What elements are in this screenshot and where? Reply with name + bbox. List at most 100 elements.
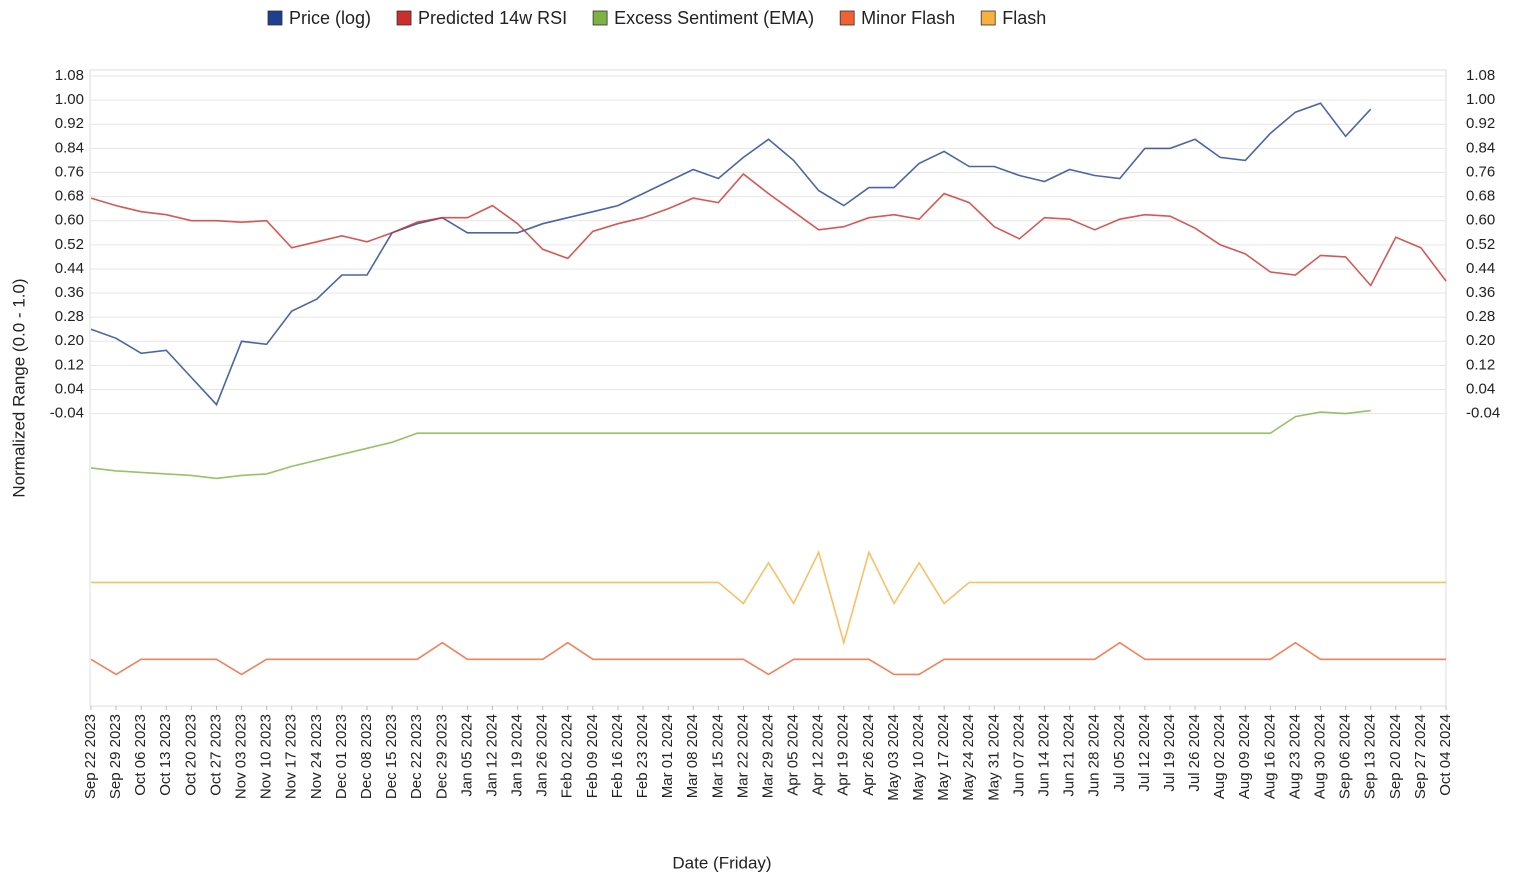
- legend-swatch: [396, 10, 412, 26]
- y2-tick-label: 0.36: [1466, 284, 1495, 301]
- x-tick-label: Jan 12 2024: [483, 714, 500, 797]
- x-tick-label: Jan 05 2024: [458, 714, 475, 797]
- y2-tick-label: 0.28: [1466, 308, 1495, 325]
- y2-tick-label: 1.00: [1466, 91, 1495, 108]
- legend-label: Minor Flash: [861, 8, 955, 28]
- x-tick-label: Jan 19 2024: [509, 714, 526, 797]
- x-tick-label: Jul 05 2024: [1111, 714, 1128, 792]
- y2-tick-label: 0.84: [1466, 139, 1495, 156]
- y-tick-label: 0.76: [55, 163, 84, 180]
- y-tick-label: 0.12: [55, 356, 84, 373]
- x-tick-label: Aug 30 2024: [1312, 714, 1329, 799]
- x-tick-label: Sep 27 2024: [1412, 714, 1429, 799]
- x-tick-label: Mar 22 2024: [734, 714, 751, 798]
- x-tick-label: Aug 09 2024: [1236, 714, 1253, 799]
- x-tick-label: Feb 02 2024: [559, 714, 576, 798]
- x-tick-label: Nov 10 2023: [258, 714, 275, 799]
- legend-label: Excess Sentiment (EMA): [614, 8, 814, 28]
- x-tick-label: Oct 20 2023: [182, 714, 199, 796]
- y2-tick-label: 0.52: [1466, 236, 1495, 253]
- y-tick-label: 0.60: [55, 212, 84, 229]
- x-tick-label: Dec 22 2023: [408, 714, 425, 799]
- plot-area: [89, 69, 1447, 707]
- x-axis-title: Date (Friday): [672, 853, 771, 872]
- y2-tick-label: 0.68: [1466, 188, 1495, 205]
- y-tick-label: 0.44: [55, 260, 84, 277]
- legend-label: Predicted 14w RSI: [418, 8, 567, 28]
- x-tick-label: May 17 2024: [935, 714, 952, 801]
- x-tick-label: Oct 04 2024: [1437, 714, 1454, 796]
- x-tick-label: Jul 12 2024: [1136, 714, 1153, 792]
- y-tick-label: 0.52: [55, 236, 84, 253]
- legend-label: Price (log): [289, 8, 371, 28]
- x-tick-label: Aug 23 2024: [1286, 714, 1303, 799]
- series-line: [91, 550, 1446, 646]
- x-tick-label: Nov 03 2023: [233, 714, 250, 799]
- x-tick-label: Mar 15 2024: [709, 714, 726, 798]
- y-tick-label: 0.92: [55, 115, 84, 132]
- x-tick-label: Sep 29 2023: [107, 714, 124, 799]
- x-tick-label: Sep 20 2024: [1387, 714, 1404, 799]
- y-tick-label: 0.68: [55, 188, 84, 205]
- y-tick-label: 0.20: [55, 332, 84, 349]
- x-tick-label: Mar 08 2024: [684, 714, 701, 798]
- series-line: [90, 641, 1446, 676]
- y-tick-label: 0.84: [55, 139, 84, 156]
- x-tick-label: Jun 14 2024: [1035, 714, 1052, 797]
- y-tick-label: 0.04: [55, 380, 84, 397]
- x-tick-label: Jul 26 2024: [1186, 714, 1203, 792]
- x-tick-label: Dec 08 2023: [358, 714, 375, 799]
- x-tick-label: Sep 22 2023: [82, 714, 99, 799]
- series-line: [90, 102, 1372, 407]
- x-tick-label: May 10 2024: [910, 714, 927, 801]
- x-tick-label: Sep 06 2024: [1337, 714, 1354, 799]
- x-tick-label: Oct 06 2023: [132, 714, 149, 796]
- x-tick-label: Dec 29 2023: [433, 714, 450, 799]
- y-tick-label: 1.08: [55, 67, 84, 84]
- legend-label: Flash: [1002, 8, 1046, 28]
- x-tick-label: Aug 16 2024: [1261, 714, 1278, 799]
- x-tick-label: Apr 19 2024: [835, 714, 852, 796]
- x-tick-label: Dec 01 2023: [333, 714, 350, 799]
- y2-tick-label: 1.08: [1466, 67, 1495, 84]
- series-line: [90, 409, 1371, 480]
- x-tick-label: Jan 26 2024: [534, 714, 551, 797]
- y2-tick-label: 0.04: [1466, 380, 1495, 397]
- y-tick-label: 0.36: [55, 284, 84, 301]
- y2-tick-label: 0.92: [1466, 115, 1495, 132]
- x-tick-label: Jul 19 2024: [1161, 714, 1178, 792]
- y2-tick-label: 0.60: [1466, 212, 1495, 229]
- x-tick-label: Jun 28 2024: [1086, 714, 1103, 797]
- y2-tick-label: 0.44: [1466, 260, 1495, 277]
- x-tick-label: Jun 07 2024: [1010, 714, 1027, 797]
- y2-tick-label: 0.20: [1466, 332, 1495, 349]
- y-tick-label: 1.00: [55, 91, 84, 108]
- y2-tick-label: 0.12: [1466, 356, 1495, 373]
- x-tick-label: Mar 01 2024: [659, 714, 676, 798]
- x-tick-label: Apr 12 2024: [810, 714, 827, 796]
- legend-swatch: [592, 10, 608, 26]
- series-line: [90, 172, 1447, 287]
- x-tick-label: May 03 2024: [885, 714, 902, 801]
- x-tick-label: Oct 27 2023: [207, 714, 224, 796]
- x-tick-label: Feb 09 2024: [584, 714, 601, 798]
- x-tick-label: Dec 15 2023: [383, 714, 400, 799]
- x-tick-label: Nov 24 2023: [308, 714, 325, 799]
- y-axis-title: Normalized Range (0.0 - 1.0): [9, 278, 28, 497]
- x-tick-label: Aug 02 2024: [1211, 714, 1228, 799]
- legend-swatch: [839, 10, 855, 26]
- x-tick-label: May 24 2024: [960, 714, 977, 801]
- y-tick-label: 0.28: [55, 308, 84, 325]
- x-tick-label: Sep 13 2024: [1362, 714, 1379, 799]
- x-tick-label: May 31 2024: [985, 714, 1002, 801]
- x-tick-label: Apr 26 2024: [860, 714, 877, 796]
- x-tick-label: Nov 17 2023: [283, 714, 300, 799]
- x-tick-label: Jun 21 2024: [1061, 714, 1078, 797]
- y2-tick-label: -0.04: [1466, 405, 1500, 422]
- x-tick-label: Oct 13 2023: [157, 714, 174, 796]
- x-tick-label: Apr 05 2024: [785, 714, 802, 796]
- legend-swatch: [267, 10, 283, 26]
- x-tick-label: Mar 29 2024: [759, 714, 776, 798]
- y-tick-label: -0.04: [50, 405, 84, 422]
